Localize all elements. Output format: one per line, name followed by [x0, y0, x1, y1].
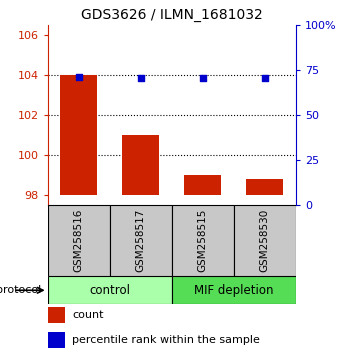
Text: GSM258530: GSM258530: [260, 209, 270, 272]
Bar: [122, 135, 159, 195]
Text: control: control: [89, 284, 130, 297]
Bar: [234, 205, 296, 276]
Point: [262, 75, 268, 81]
Text: protocol: protocol: [0, 285, 41, 295]
Bar: [48, 332, 65, 348]
Bar: [48, 276, 172, 304]
Text: MIF depletion: MIF depletion: [194, 284, 273, 297]
Bar: [48, 205, 109, 276]
Bar: [172, 205, 234, 276]
Point: [76, 74, 81, 80]
Bar: [109, 205, 172, 276]
Bar: [246, 179, 284, 195]
Text: GSM258516: GSM258516: [74, 209, 84, 273]
Bar: [172, 276, 296, 304]
Bar: [184, 175, 221, 195]
Text: GSM258515: GSM258515: [198, 209, 208, 273]
Bar: [60, 75, 97, 195]
Point: [200, 75, 205, 81]
Point: [138, 75, 143, 81]
Bar: [48, 307, 65, 323]
Text: GSM258517: GSM258517: [136, 209, 146, 273]
Text: percentile rank within the sample: percentile rank within the sample: [72, 335, 260, 346]
Text: count: count: [72, 309, 104, 320]
Title: GDS3626 / ILMN_1681032: GDS3626 / ILMN_1681032: [81, 8, 262, 22]
